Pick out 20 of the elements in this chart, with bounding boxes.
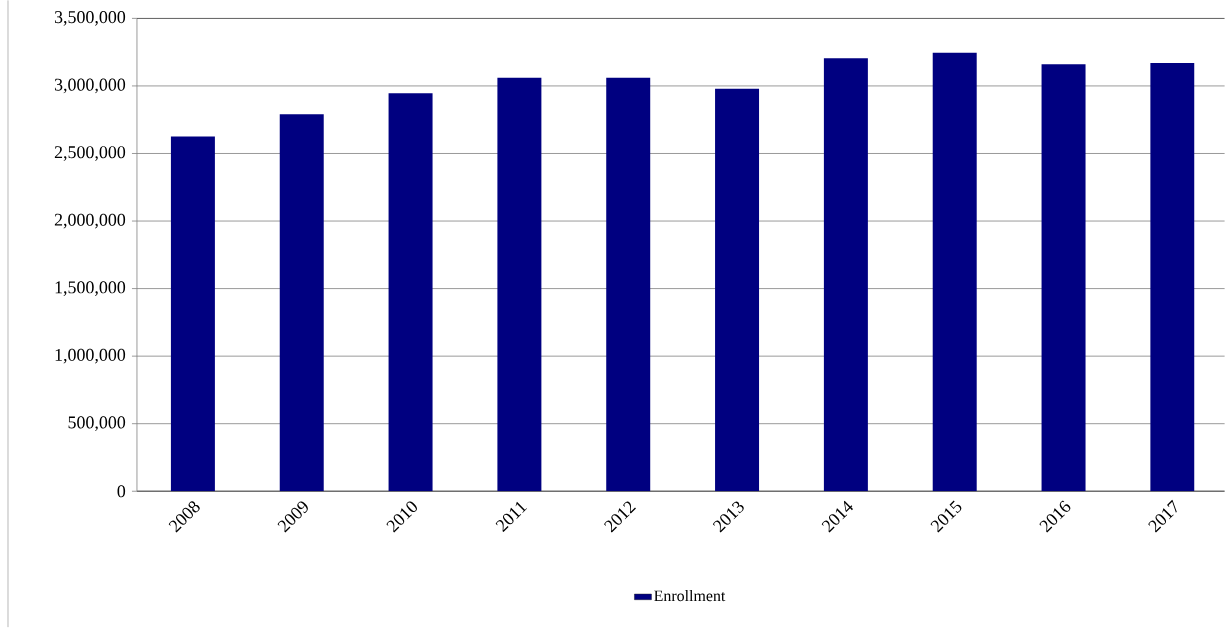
bar — [715, 88, 760, 492]
bar — [1041, 64, 1086, 492]
bar — [170, 136, 215, 492]
bar — [606, 78, 651, 492]
y-tick-label: 500,000 — [68, 416, 126, 432]
x-tick-label: 2011 — [495, 502, 528, 533]
bar — [1150, 63, 1195, 492]
y-tick-label: 2,500,000 — [54, 146, 126, 162]
bar — [823, 58, 868, 492]
y-tick-label: 1,000,000 — [55, 349, 126, 364]
bar — [932, 53, 977, 492]
y-tick-label: 0 — [117, 485, 126, 498]
legend-label: Enrollment — [654, 590, 726, 602]
y-tick-label: 3,000,000 — [54, 78, 126, 94]
y-tick-label: 1,500,000 — [55, 281, 126, 297]
y-tick-label: 3,500,000 — [54, 11, 126, 26]
bar — [388, 93, 433, 492]
bar — [279, 114, 324, 492]
y-tick-label: 2,000,000 — [54, 213, 126, 229]
bar — [497, 78, 542, 492]
